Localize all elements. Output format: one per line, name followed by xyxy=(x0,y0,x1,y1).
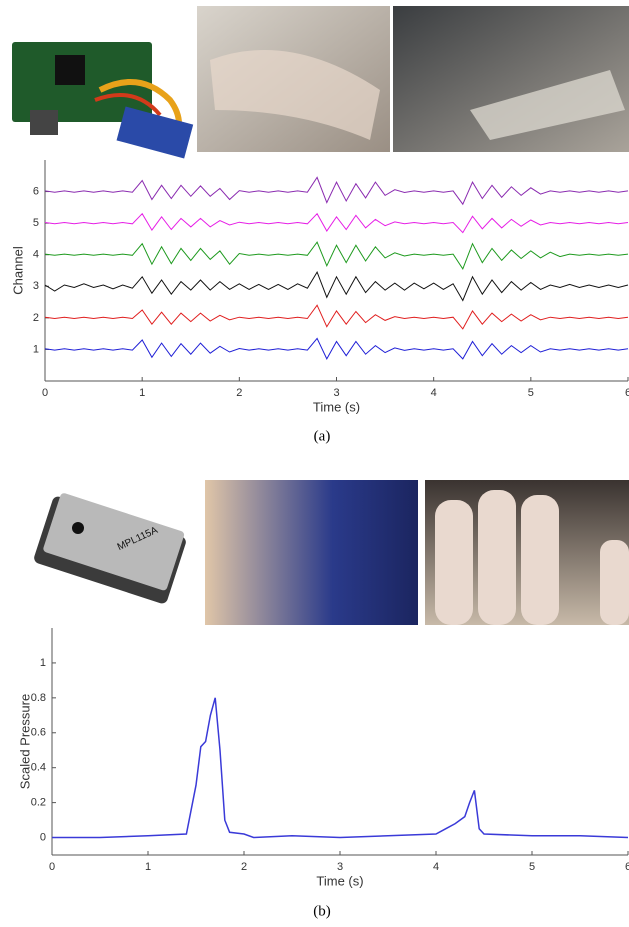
y-tick-label: 0.2 xyxy=(31,797,46,809)
photo-pressure-chip: MPL115A xyxy=(34,493,186,604)
x-tick-label: 0 xyxy=(42,387,48,399)
y-tick-label: 1 xyxy=(33,343,39,355)
photo-detail xyxy=(435,490,629,625)
x-axis-label: Time (s) xyxy=(313,399,360,414)
data-line xyxy=(44,337,629,360)
photo-detail xyxy=(470,70,625,140)
y-axis-label: Channel xyxy=(10,246,25,295)
x-tick-label: 6 xyxy=(625,387,629,399)
caption: (a) xyxy=(314,428,331,444)
y-tick-label: 0 xyxy=(40,831,46,843)
y-tick-label: 0.6 xyxy=(31,727,46,739)
y-tick-label: 4 xyxy=(33,249,39,261)
x-tick-label: 3 xyxy=(333,387,339,399)
photo-sensor-finger xyxy=(205,480,418,625)
data-line xyxy=(44,176,629,206)
x-tick-label: 2 xyxy=(241,861,247,873)
data-line xyxy=(52,697,629,839)
x-tick-label: 3 xyxy=(337,861,343,873)
photo-emg-board xyxy=(8,30,194,159)
caption: (b) xyxy=(313,903,331,919)
x-axis-label: Time (s) xyxy=(316,873,363,888)
x-tick-label: 2 xyxy=(236,387,242,399)
y-tick-label: 5 xyxy=(33,217,39,229)
y-tick-label: 2 xyxy=(33,312,39,324)
y-tick-label: 0.8 xyxy=(31,692,46,704)
x-tick-label: 1 xyxy=(145,861,151,873)
x-tick-label: 6 xyxy=(625,861,629,873)
y-tick-label: 6 xyxy=(33,185,39,197)
x-tick-label: 4 xyxy=(433,861,439,873)
data-line xyxy=(44,241,629,270)
y-tick-label: 3 xyxy=(33,280,39,292)
data-line xyxy=(44,212,629,234)
data-line xyxy=(44,304,629,330)
y-tick-label: 1 xyxy=(40,657,46,669)
x-tick-label: 1 xyxy=(139,387,145,399)
photo-detail xyxy=(210,50,380,140)
x-tick-label: 0 xyxy=(49,861,55,873)
y-tick-label: 0.4 xyxy=(31,762,46,774)
x-tick-label: 4 xyxy=(431,387,437,399)
x-tick-label: 5 xyxy=(528,387,534,399)
y-axis-label: Scaled Pressure xyxy=(17,694,32,789)
data-line xyxy=(44,270,629,302)
x-tick-label: 5 xyxy=(529,861,535,873)
